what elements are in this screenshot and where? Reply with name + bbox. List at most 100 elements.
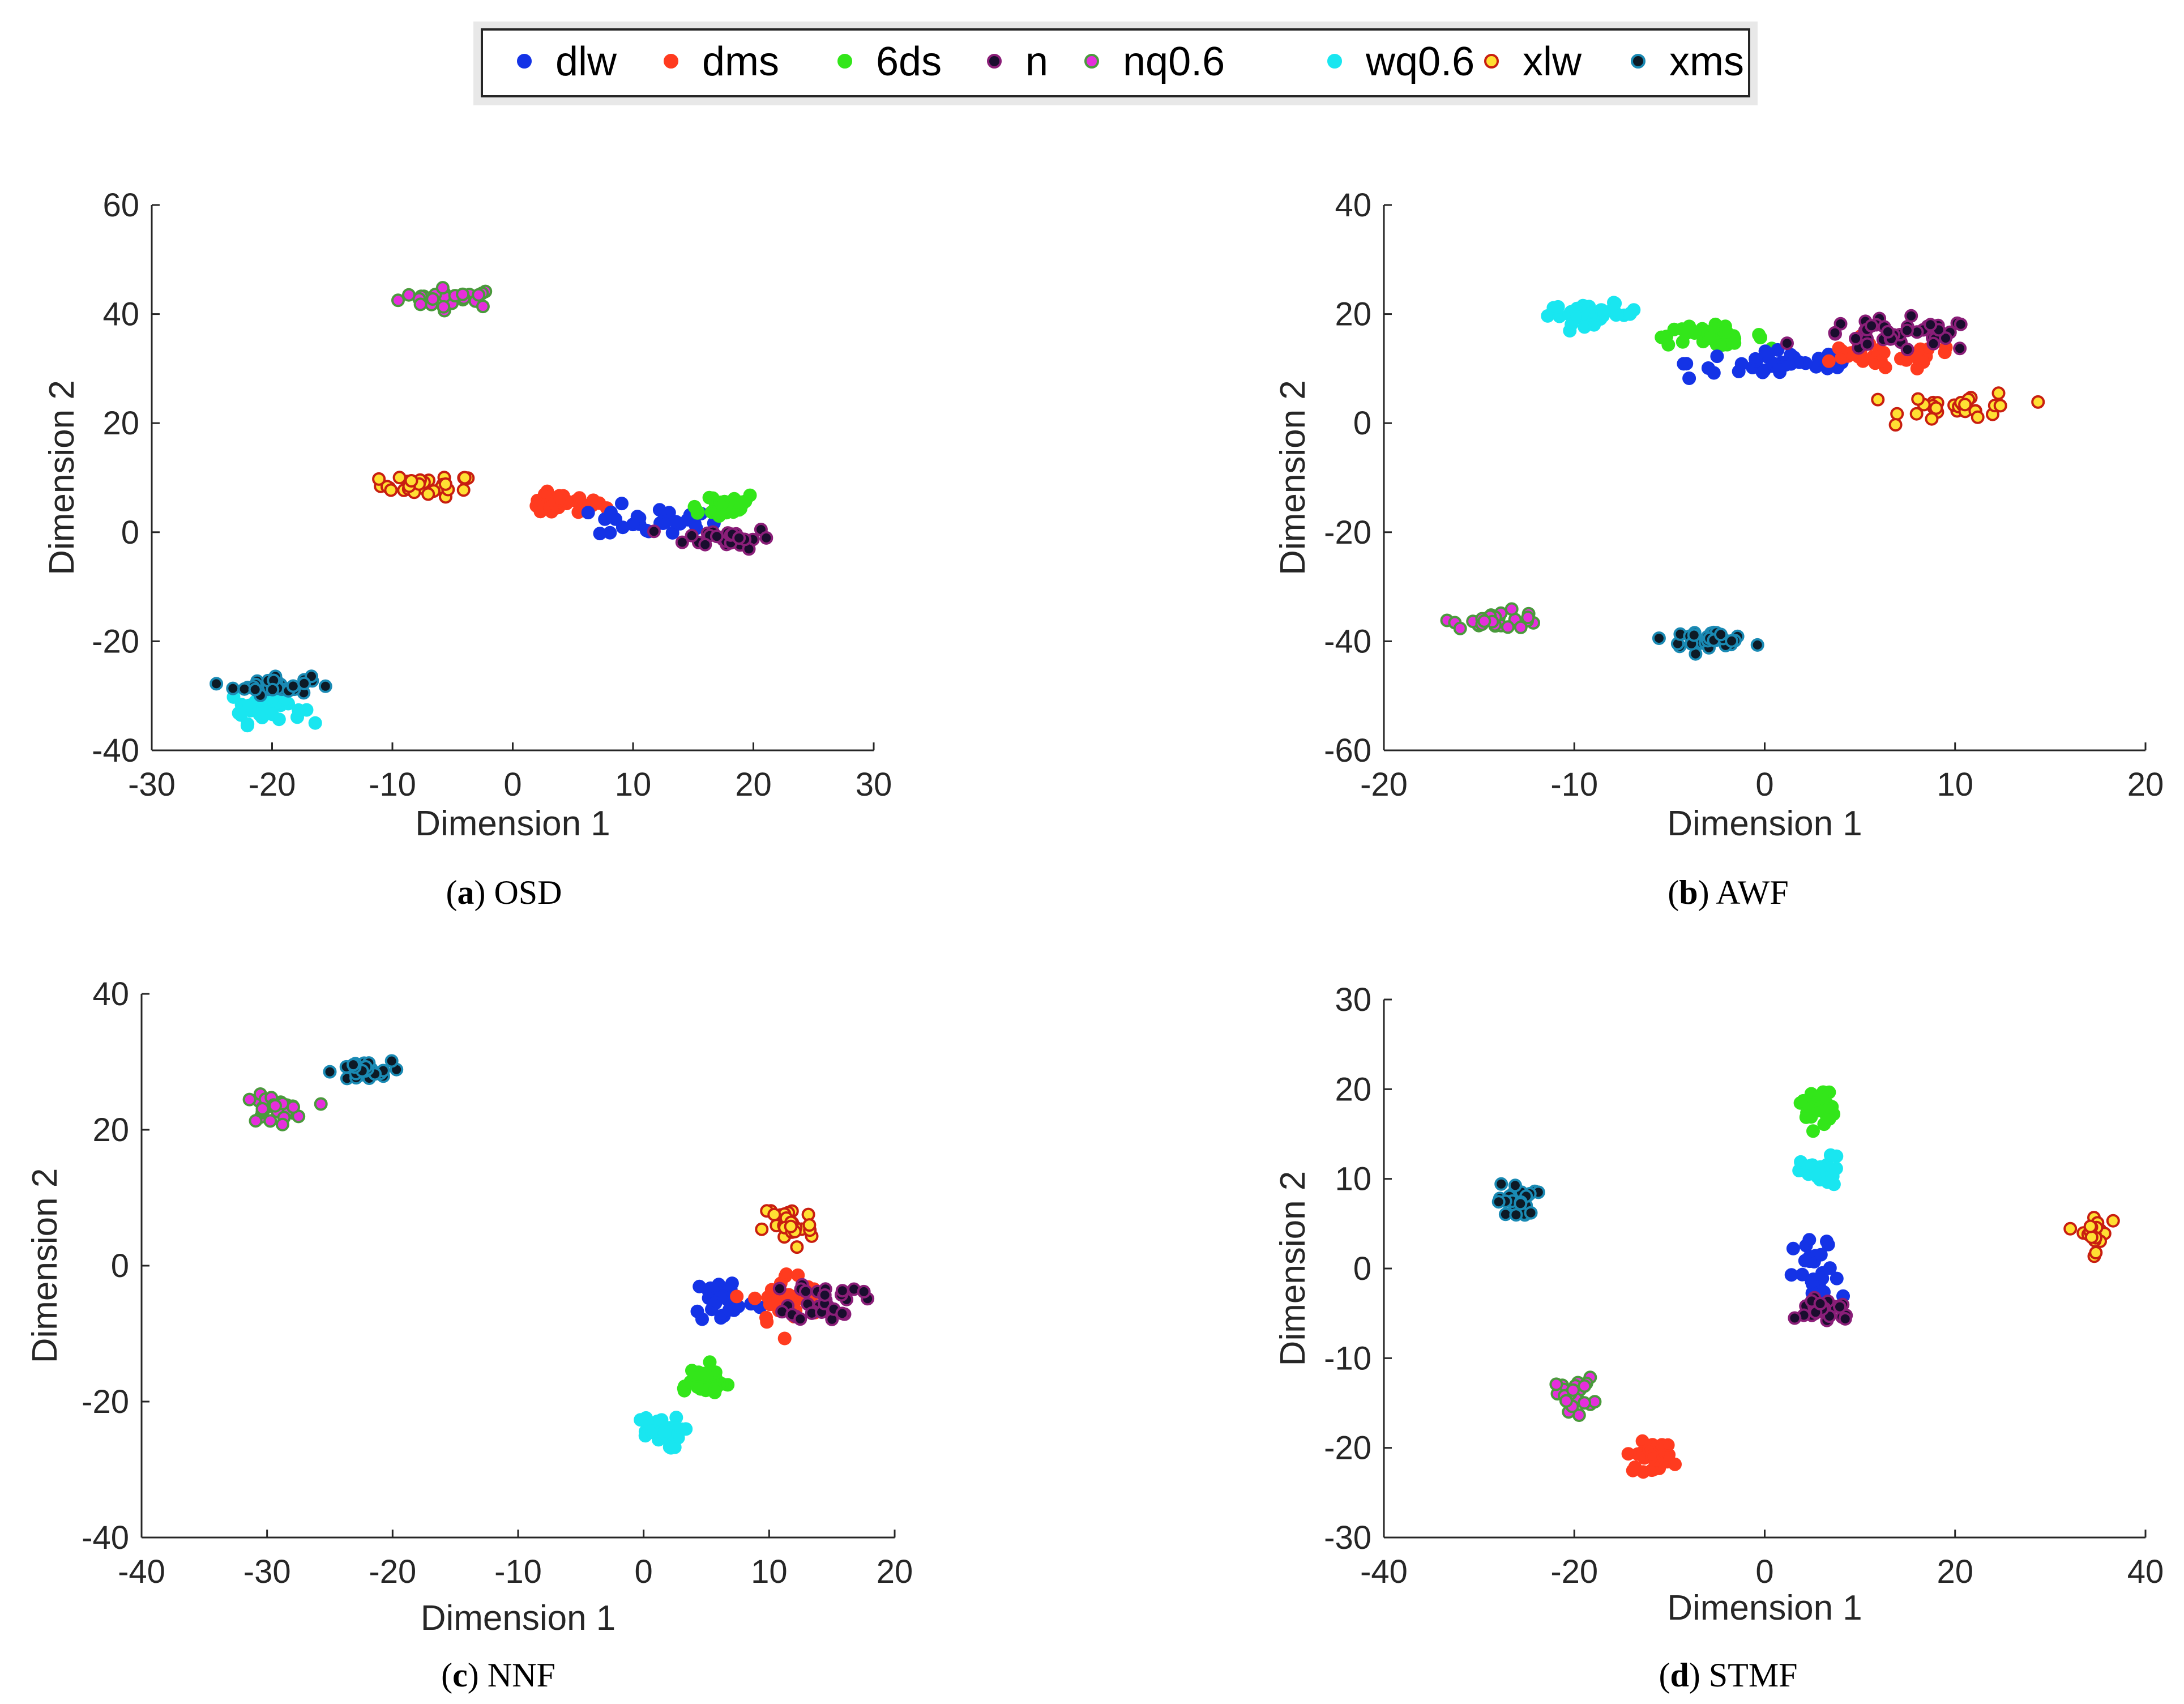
point-n bbox=[793, 1312, 807, 1326]
point-xlw bbox=[1958, 398, 1972, 412]
point-n bbox=[675, 535, 689, 549]
point-n bbox=[1780, 336, 1794, 351]
point-xms bbox=[248, 682, 262, 697]
caption-c: (c) NNF bbox=[441, 1656, 555, 1694]
point-nq bbox=[391, 293, 405, 308]
point-dms bbox=[777, 1331, 792, 1346]
point-xlw bbox=[404, 474, 418, 488]
point-xlw bbox=[1871, 392, 1885, 407]
x-tick-label: 0 bbox=[1755, 1553, 1773, 1590]
point-n bbox=[759, 531, 773, 545]
point-n bbox=[1813, 1297, 1827, 1310]
point-dlw bbox=[1772, 360, 1786, 374]
point-xlw bbox=[2063, 1222, 2078, 1236]
point-dlw bbox=[1802, 1233, 1817, 1247]
point-n bbox=[647, 524, 661, 539]
y-tick-label: 40 bbox=[92, 976, 129, 1013]
point-nq bbox=[1505, 602, 1519, 616]
point-xlw bbox=[438, 477, 452, 491]
legend-label-6ds: 6ds bbox=[876, 39, 942, 84]
point-dms bbox=[1645, 1450, 1659, 1463]
x-tick-label: -40 bbox=[118, 1553, 165, 1590]
y-axis-label: Dimension 2 bbox=[1273, 1171, 1313, 1366]
point-dlw bbox=[1784, 1268, 1798, 1282]
point-dlw bbox=[703, 1281, 717, 1295]
point-wq bbox=[1546, 301, 1561, 315]
point-nq bbox=[1578, 1396, 1591, 1410]
point-dlw bbox=[1805, 1274, 1819, 1288]
x-tick-label: -40 bbox=[1360, 1553, 1408, 1590]
point-6ds bbox=[1719, 324, 1733, 339]
point-n bbox=[835, 1284, 849, 1298]
point-xms bbox=[286, 679, 300, 693]
y-tick-label: 0 bbox=[1353, 1250, 1371, 1287]
point-dms bbox=[537, 488, 552, 501]
point-nq bbox=[255, 1102, 270, 1116]
y-tick-label: 10 bbox=[1335, 1161, 1371, 1198]
point-xms bbox=[1687, 628, 1701, 642]
point-xlw bbox=[2106, 1214, 2120, 1228]
point-n bbox=[698, 537, 712, 552]
legend-marker-dlw bbox=[517, 54, 532, 69]
y-tick-label: -40 bbox=[82, 1519, 129, 1556]
point-6ds bbox=[690, 1380, 704, 1394]
point-dlw bbox=[1771, 343, 1785, 357]
point-dlw bbox=[708, 1296, 723, 1310]
x-tick-label: -10 bbox=[494, 1553, 542, 1590]
point-xlw bbox=[755, 1222, 769, 1236]
legend-marker-nq bbox=[1084, 54, 1099, 69]
point-6ds bbox=[699, 1369, 713, 1383]
x-tick-label: -20 bbox=[1550, 1553, 1598, 1590]
point-n bbox=[1924, 318, 1938, 332]
caption-letter-d: d bbox=[1670, 1656, 1689, 1694]
caption-title-a: OSD bbox=[494, 874, 562, 911]
y-tick-label: -20 bbox=[1324, 514, 1371, 551]
panel-c: -40 -30 -20 -10 0 10 20 -40 -20 0 20 40 Dimension 1 D… bbox=[25, 976, 913, 1694]
caption-b: (b) AWF bbox=[1668, 874, 1789, 911]
point-xlw bbox=[767, 1207, 781, 1222]
point-dms bbox=[1822, 354, 1836, 368]
point-dms bbox=[586, 493, 600, 507]
point-6ds bbox=[1822, 1102, 1835, 1116]
point-6ds bbox=[1752, 328, 1766, 341]
y-tick-label: -40 bbox=[92, 732, 139, 769]
point-wq bbox=[308, 716, 322, 730]
point-nq bbox=[1566, 1383, 1580, 1397]
caption-title-c: NNF bbox=[488, 1656, 555, 1694]
point-dlw bbox=[693, 1279, 707, 1293]
point-xms bbox=[226, 681, 240, 695]
legend-marker-dms bbox=[664, 54, 678, 69]
point-nq bbox=[1477, 614, 1491, 628]
point-dlw bbox=[603, 526, 617, 540]
x-tick-label: -20 bbox=[249, 766, 296, 803]
point-dlw bbox=[1802, 1254, 1817, 1269]
point-dlw bbox=[1682, 371, 1696, 385]
point-xms bbox=[1509, 1208, 1523, 1222]
point-xlw bbox=[2031, 395, 2045, 409]
point-n bbox=[835, 1306, 849, 1321]
point-xlw bbox=[1991, 386, 2006, 400]
point-dms bbox=[730, 1289, 744, 1304]
point-xlw bbox=[2083, 1219, 2097, 1233]
point-dlw bbox=[609, 512, 623, 526]
x-tick-label: 10 bbox=[751, 1553, 788, 1590]
point-xms bbox=[1725, 634, 1739, 648]
point-xms bbox=[1714, 627, 1728, 642]
y-tick-label: -20 bbox=[82, 1383, 129, 1420]
point-nq bbox=[263, 1114, 277, 1128]
x-axis-label: Dimension 1 bbox=[1667, 1588, 1862, 1628]
legend-label-xms: xms bbox=[1669, 39, 1744, 84]
point-dlw bbox=[722, 1303, 736, 1317]
point-wq bbox=[1565, 317, 1579, 331]
point-xms bbox=[347, 1058, 360, 1072]
y-tick-label: 20 bbox=[102, 405, 139, 442]
point-xlw bbox=[1971, 410, 1985, 424]
point-xms bbox=[384, 1054, 399, 1068]
point-xlw bbox=[372, 472, 386, 486]
x-tick-label: -30 bbox=[128, 766, 176, 803]
point-wq bbox=[232, 706, 246, 720]
point-6ds bbox=[690, 506, 704, 520]
point-xlw bbox=[1909, 407, 1924, 421]
caption-letter-a: a bbox=[457, 874, 474, 911]
point-6ds bbox=[1685, 324, 1699, 338]
